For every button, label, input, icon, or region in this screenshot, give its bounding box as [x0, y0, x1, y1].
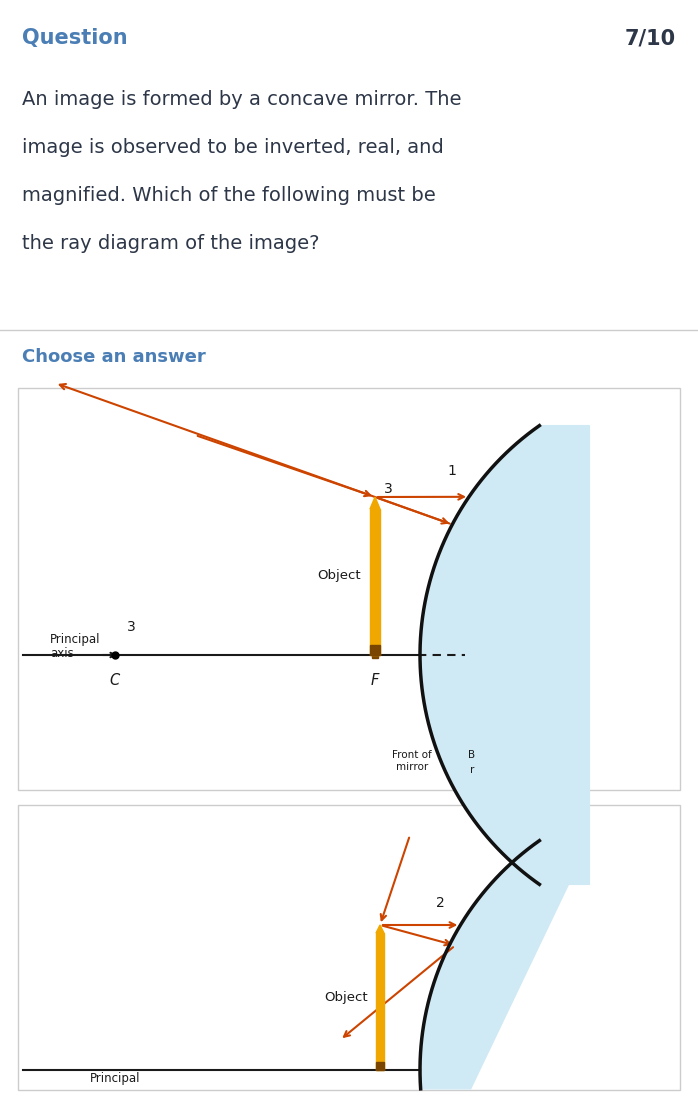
Text: image is observed to be inverted, real, and: image is observed to be inverted, real, … — [22, 138, 444, 157]
Text: Principal: Principal — [50, 633, 101, 646]
Text: Object: Object — [325, 991, 368, 1003]
Bar — [370, 509, 380, 655]
Text: F: F — [371, 673, 379, 688]
Text: Front of
mirror: Front of mirror — [392, 750, 432, 772]
Text: 3: 3 — [127, 620, 135, 634]
Text: magnified. Which of the following must be: magnified. Which of the following must b… — [22, 186, 436, 205]
Text: Principal: Principal — [90, 1072, 140, 1084]
Polygon shape — [420, 426, 589, 884]
Bar — [376, 1062, 384, 1070]
Text: axis: axis — [50, 647, 74, 659]
Text: B: B — [468, 750, 475, 760]
Text: 2: 2 — [436, 896, 445, 911]
Text: Object: Object — [318, 569, 361, 582]
Text: 7/10: 7/10 — [625, 28, 676, 48]
Polygon shape — [376, 925, 384, 933]
Text: Question: Question — [22, 28, 128, 48]
Text: Choose an answer: Choose an answer — [22, 348, 206, 366]
Text: 3: 3 — [385, 482, 393, 495]
Text: C: C — [110, 673, 120, 688]
Text: the ray diagram of the image?: the ray diagram of the image? — [22, 235, 320, 253]
Polygon shape — [420, 841, 589, 1089]
Text: An image is formed by a concave mirror. The: An image is formed by a concave mirror. … — [22, 90, 461, 109]
Text: 1: 1 — [447, 464, 456, 478]
Bar — [376, 933, 384, 1070]
Text: r: r — [470, 765, 474, 775]
Polygon shape — [370, 497, 380, 509]
Bar — [370, 645, 380, 655]
